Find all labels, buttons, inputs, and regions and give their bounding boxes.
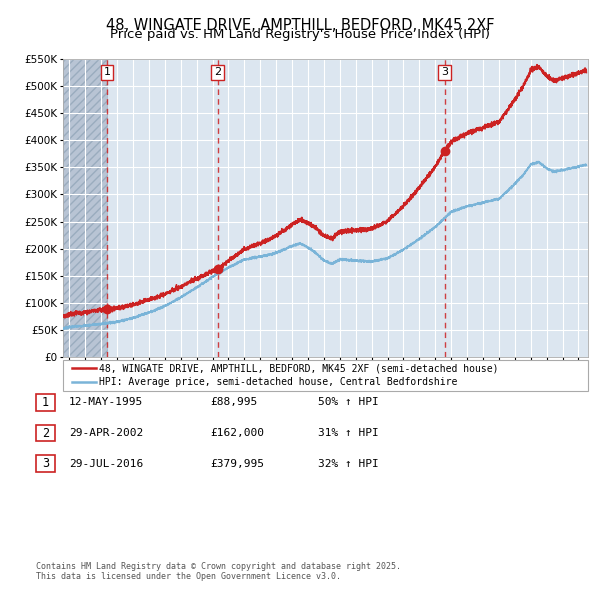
Text: 12-MAY-1995: 12-MAY-1995 [69, 398, 143, 407]
Text: 32% ↑ HPI: 32% ↑ HPI [318, 459, 379, 468]
Text: 29-APR-2002: 29-APR-2002 [69, 428, 143, 438]
Text: 31% ↑ HPI: 31% ↑ HPI [318, 428, 379, 438]
Text: 1: 1 [42, 396, 49, 409]
Text: 2: 2 [42, 427, 49, 440]
Bar [63, 59, 107, 357]
Text: This data is licensed under the Open Government Licence v3.0.: This data is licensed under the Open Gov… [36, 572, 341, 581]
Text: £88,995: £88,995 [210, 398, 257, 407]
Text: 3: 3 [42, 457, 49, 470]
Text: 48, WINGATE DRIVE, AMPTHILL, BEDFORD, MK45 2XF: 48, WINGATE DRIVE, AMPTHILL, BEDFORD, MK… [106, 18, 494, 32]
Text: Contains HM Land Registry data © Crown copyright and database right 2025.: Contains HM Land Registry data © Crown c… [36, 562, 401, 571]
Text: HPI: Average price, semi-detached house, Central Bedfordshire: HPI: Average price, semi-detached house,… [99, 377, 457, 387]
Text: 48, WINGATE DRIVE, AMPTHILL, BEDFORD, MK45 2XF (semi-detached house): 48, WINGATE DRIVE, AMPTHILL, BEDFORD, MK… [99, 363, 499, 373]
Text: Price paid vs. HM Land Registry's House Price Index (HPI): Price paid vs. HM Land Registry's House … [110, 28, 490, 41]
Text: 2: 2 [214, 67, 221, 77]
Text: 3: 3 [441, 67, 448, 77]
Text: 50% ↑ HPI: 50% ↑ HPI [318, 398, 379, 407]
Text: £162,000: £162,000 [210, 428, 264, 438]
Text: £379,995: £379,995 [210, 459, 264, 468]
Text: 1: 1 [103, 67, 110, 77]
Text: 29-JUL-2016: 29-JUL-2016 [69, 459, 143, 468]
